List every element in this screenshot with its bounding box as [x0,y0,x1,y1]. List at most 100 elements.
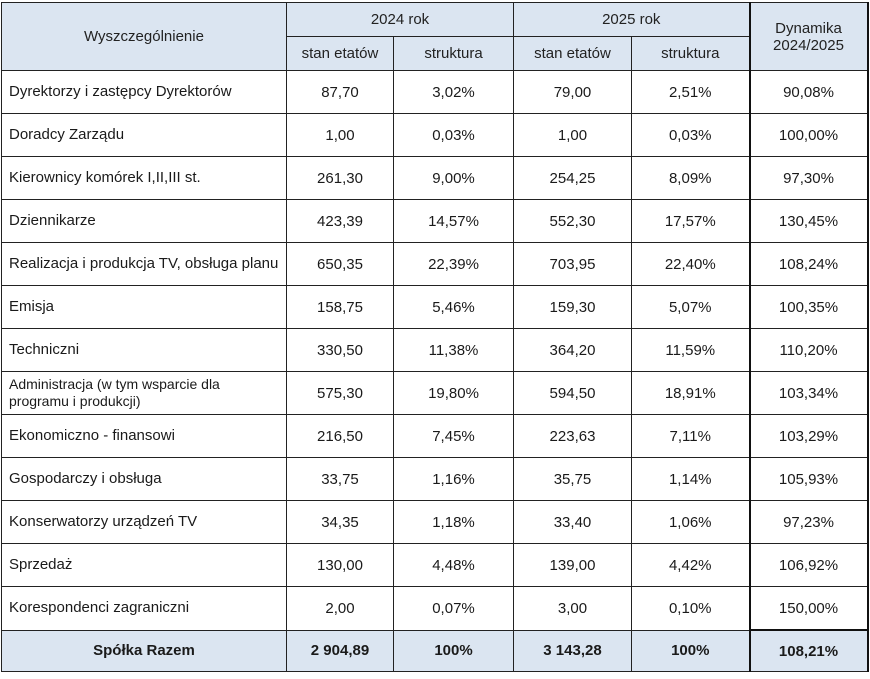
row-struktura-2024: 5,46% [393,285,514,329]
total-dynamics: 108,21% [748,629,869,672]
row-struktura-2025: 8,09% [631,156,750,200]
row-struktura-2024: 7,45% [393,414,514,458]
row-dynamics: 130,45% [748,199,869,243]
row-struktura-2025: 4,42% [631,543,750,587]
row-name: Techniczni [1,328,287,372]
row-stan-2025: 159,30 [513,285,632,329]
row-stan-2024: 87,70 [286,70,394,114]
table-body: Dyrektorzy i zastępcy Dyrektorów 87,70 3,0… [1,70,869,631]
row-name: Konserwatorzy urządzeń TV [1,500,287,544]
row-struktura-2024: 22,39% [393,242,514,286]
row-stan-2024: 575,30 [286,371,394,415]
row-struktura-2025: 17,57% [631,199,750,243]
table-row: Dyrektorzy i zastępcy Dyrektorów 87,70 3,0… [1,70,869,114]
row-stan-2024: 1,00 [286,113,394,157]
total-row: Spółka Razem 2 904,89 100% 3 143,28 100%… [1,629,869,672]
header-dynamics: Dynamika 2024/2025 [748,2,869,71]
row-stan-2025: 3,00 [513,586,632,631]
header-stan-2025: stan etatów [513,36,632,71]
table-row: Gospodarczy i obsługa 33,75 1,16% 35,75 1,14… [1,457,869,501]
table-row: Konserwatorzy urządzeń TV 34,35 1,18% 33,40… [1,500,869,544]
table-row: Administracja (w tym wsparcie dla progra… [1,371,869,415]
row-struktura-2025: 7,11% [631,414,750,458]
row-stan-2024: 158,75 [286,285,394,329]
row-name: Emisja [1,285,287,329]
row-stan-2024: 33,75 [286,457,394,501]
total-struktura-2025: 100% [631,629,750,672]
row-name: Gospodarczy i obsługa [1,457,287,501]
row-dynamics: 90,08% [748,70,869,114]
header-struktura-2024: struktura [393,36,514,71]
row-name: Administracja (w tym wsparcie dla progra… [1,371,287,415]
row-name: Dyrektorzy i zastępcy Dyrektorów [1,70,287,114]
row-struktura-2025: 11,59% [631,328,750,372]
row-stan-2025: 254,25 [513,156,632,200]
table-row: Emisja 158,75 5,46% 159,30 5,07% 100,35% [1,285,869,329]
row-dynamics: 97,23% [748,500,869,544]
row-stan-2024: 261,30 [286,156,394,200]
row-struktura-2025: 0,03% [631,113,750,157]
row-stan-2024: 130,00 [286,543,394,587]
row-stan-2025: 552,30 [513,199,632,243]
row-dynamics: 103,34% [748,371,869,415]
row-struktura-2024: 19,80% [393,371,514,415]
row-dynamics: 100,00% [748,113,869,157]
row-struktura-2024: 4,48% [393,543,514,587]
row-stan-2024: 216,50 [286,414,394,458]
table-row: Ekonomiczno - finansowi 216,50 7,45% 223,63… [1,414,869,458]
row-name: Dziennikarze [1,199,287,243]
header-dynamics-line1: Dynamika [775,19,842,37]
row-stan-2024: 650,35 [286,242,394,286]
row-stan-2024: 330,50 [286,328,394,372]
row-stan-2025: 703,95 [513,242,632,286]
row-stan-2024: 34,35 [286,500,394,544]
row-struktura-2025: 22,40% [631,242,750,286]
total-name: Spółka Razem [1,629,287,672]
row-stan-2024: 2,00 [286,586,394,631]
row-struktura-2025: 1,14% [631,457,750,501]
row-struktura-2024: 0,07% [393,586,514,631]
row-dynamics: 100,35% [748,285,869,329]
row-stan-2025: 364,20 [513,328,632,372]
row-struktura-2025: 1,06% [631,500,750,544]
row-dynamics: 103,29% [748,414,869,458]
row-stan-2025: 594,50 [513,371,632,415]
total-struktura-2024: 100% [393,629,514,672]
row-struktura-2025: 2,51% [631,70,750,114]
header-struktura-2025: struktura [631,36,750,71]
header-dynamics-line2: 2024/2025 [773,36,844,54]
row-struktura-2025: 18,91% [631,371,750,415]
row-struktura-2024: 9,00% [393,156,514,200]
row-name: Doradcy Zarządu [1,113,287,157]
row-struktura-2025: 0,10% [631,586,750,631]
header-year-2025: 2025 rok [513,2,750,37]
row-dynamics: 97,30% [748,156,869,200]
row-name: Ekonomiczno - finansowi [1,414,287,458]
row-stan-2025: 1,00 [513,113,632,157]
row-stan-2025: 139,00 [513,543,632,587]
row-struktura-2024: 1,18% [393,500,514,544]
table-row: Korespondenci zagraniczni 2,00 0,07% 3,00 0,… [1,586,869,631]
row-name: Sprzedaż [1,543,287,587]
row-dynamics: 110,20% [748,328,869,372]
header-stan-2024: stan etatów [286,36,394,71]
table-row: Sprzedaż 130,00 4,48% 139,00 4,42% 106,92% [1,543,869,587]
row-stan-2025: 223,63 [513,414,632,458]
row-name: Realizacja i produkcja TV, obsługa planu [1,242,287,286]
total-stan-2025: 3 143,28 [513,629,632,672]
row-struktura-2024: 14,57% [393,199,514,243]
row-struktura-2024: 3,02% [393,70,514,114]
row-stan-2025: 35,75 [513,457,632,501]
row-struktura-2024: 1,16% [393,457,514,501]
row-struktura-2024: 11,38% [393,328,514,372]
row-struktura-2024: 0,03% [393,113,514,157]
table-row: Doradcy Zarządu 1,00 0,03% 1,00 0,03% 100,00% [1,113,869,157]
table-row: Dziennikarze 423,39 14,57% 552,30 17,57% 130,… [1,199,869,243]
row-dynamics: 150,00% [748,586,869,631]
row-stan-2025: 33,40 [513,500,632,544]
row-name: Korespondenci zagraniczni [1,586,287,631]
row-dynamics: 105,93% [748,457,869,501]
table-row: Techniczni 330,50 11,38% 364,20 11,59% 110,20… [1,328,869,372]
